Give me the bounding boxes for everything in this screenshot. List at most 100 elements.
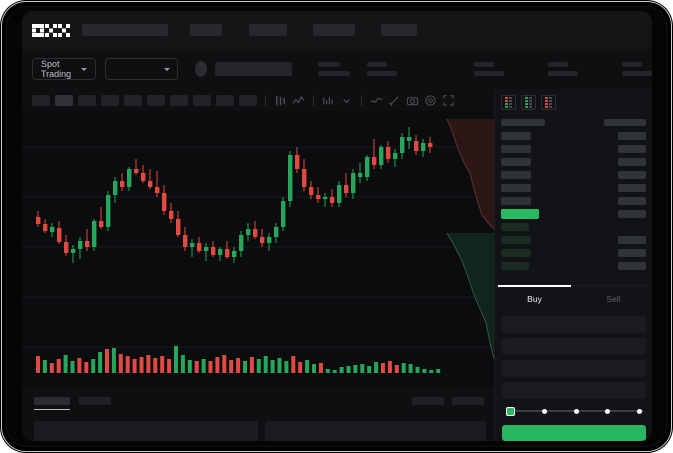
orderbook-mode-both-icon[interactable] — [501, 95, 516, 110]
orderbook-size — [618, 131, 646, 140]
orderbook-row[interactable] — [501, 168, 646, 181]
trend-line-icon[interactable] — [370, 94, 383, 107]
trading-pair-select[interactable] — [104, 58, 179, 80]
slider-stop-25[interactable] — [541, 408, 547, 414]
orderbook-row[interactable] — [501, 116, 646, 129]
line-chart-icon[interactable] — [292, 94, 305, 107]
slider-stop-100[interactable] — [637, 408, 642, 414]
orderbook-size — [618, 261, 646, 270]
orderbook-bid-price — [501, 261, 529, 270]
chevron-down-icon — [80, 67, 87, 71]
camera-icon[interactable] — [406, 94, 419, 107]
tab-open-orders[interactable] — [34, 397, 70, 410]
orderbook-ask-price — [501, 196, 531, 205]
chart-toolbar — [22, 89, 652, 111]
okx-logo-icon[interactable] — [32, 23, 70, 37]
orderbook-bid-price — [501, 235, 531, 244]
price-input[interactable] — [502, 338, 646, 355]
orders-table-placeholder — [34, 421, 258, 441]
amount-slider[interactable] — [495, 403, 652, 419]
orderbook-size — [618, 170, 646, 179]
nav-item-1[interactable] — [190, 24, 222, 36]
market-type-select[interactable]: Spot Trading — [32, 58, 96, 80]
candlestick-chart-icon[interactable] — [274, 94, 287, 107]
tab-buy[interactable]: Buy — [495, 285, 574, 311]
tab-order-history[interactable] — [79, 397, 111, 405]
chevron-down-icon — [164, 67, 171, 71]
slider-stop-50[interactable] — [573, 408, 579, 414]
tab-sell-label: Sell — [606, 293, 621, 304]
orderbook-ask-price — [501, 170, 531, 179]
orderbook-row[interactable] — [501, 207, 646, 220]
orderbook-size — [618, 209, 646, 218]
orderbook-mode-asks-icon[interactable] — [541, 95, 556, 110]
timeframe-5[interactable] — [124, 94, 142, 106]
orderbook-size — [618, 235, 646, 244]
chevron-down-icon[interactable] — [340, 94, 353, 107]
tab-sell[interactable]: Sell — [574, 286, 652, 311]
pair-avatar — [195, 61, 208, 77]
submit-order-button[interactable] — [502, 425, 646, 441]
orderbook-view-modes — [495, 89, 652, 114]
nav-item-3[interactable] — [313, 24, 355, 36]
fullscreen-icon[interactable] — [442, 94, 455, 107]
orders-table-placeholder-2 — [265, 421, 486, 441]
bottom-action-1[interactable] — [412, 397, 444, 405]
stat-low-24h — [547, 62, 578, 76]
orderbook-bid-price — [501, 248, 531, 257]
pair-name-skeleton — [215, 62, 292, 76]
orderbook-row[interactable] — [501, 233, 646, 246]
market-type-label: Spot Trading — [41, 59, 72, 79]
orderbook-bid-price — [501, 222, 529, 231]
orderbook-rows[interactable] — [495, 114, 652, 272]
stat-volume-24h — [621, 62, 652, 76]
timeframe-3[interactable] — [78, 94, 96, 106]
orderbook-last-price — [501, 208, 539, 219]
amount-input[interactable] — [502, 360, 646, 377]
timeframe-7[interactable] — [170, 94, 188, 106]
orderbook-row[interactable] — [501, 246, 646, 259]
orderbook-row[interactable] — [501, 220, 646, 233]
orderbook-mode-bids-icon[interactable] — [521, 95, 536, 110]
timeframe-6[interactable] — [147, 94, 165, 106]
timeframe-10[interactable] — [239, 94, 257, 106]
total-input[interactable] — [502, 382, 646, 399]
nav-item-4[interactable] — [381, 24, 417, 36]
order-entry-form — [495, 311, 652, 404]
nav-item-2[interactable] — [249, 24, 287, 36]
app-screen: Spot Trading — [22, 11, 652, 441]
indicators-icon[interactable] — [322, 94, 335, 107]
tab-open-orders-underline — [34, 408, 70, 410]
orderbook-row[interactable] — [501, 142, 646, 155]
stat-change-24h — [366, 62, 397, 76]
toolbar-divider — [265, 94, 266, 106]
candlestick-svg — [22, 118, 494, 373]
slider-handle[interactable] — [506, 406, 515, 416]
orderbook-size — [604, 119, 646, 126]
toolbar-divider — [313, 94, 314, 106]
drawing-tools-icon[interactable] — [388, 94, 401, 107]
slider-stop-75[interactable] — [605, 408, 611, 414]
price-chart[interactable] — [22, 111, 494, 389]
stat-high-24h — [473, 62, 504, 76]
orderbook-row[interactable] — [501, 259, 646, 272]
stat-last-price — [317, 62, 350, 76]
nav-search[interactable] — [82, 24, 168, 36]
timeframe-8[interactable] — [193, 94, 211, 106]
orderbook-panel: Buy Sell — [494, 89, 652, 441]
timeframe-2[interactable] — [55, 94, 73, 106]
bottom-action-2[interactable] — [452, 397, 484, 405]
order-type-select[interactable] — [502, 316, 646, 333]
timeframe-1[interactable] — [32, 94, 50, 106]
orderbook-col-header — [501, 119, 545, 126]
timeframe-4[interactable] — [101, 94, 119, 106]
orderbook-row[interactable] — [501, 181, 646, 194]
timeframe-9[interactable] — [216, 94, 234, 106]
orderbook-row[interactable] — [501, 155, 646, 168]
order-side-tabs: Buy Sell — [495, 285, 652, 311]
orders-bottom-panel — [22, 389, 494, 441]
settings-gear-icon[interactable] — [424, 94, 437, 107]
orderbook-row[interactable] — [501, 194, 646, 207]
orderbook-row[interactable] — [501, 129, 646, 142]
